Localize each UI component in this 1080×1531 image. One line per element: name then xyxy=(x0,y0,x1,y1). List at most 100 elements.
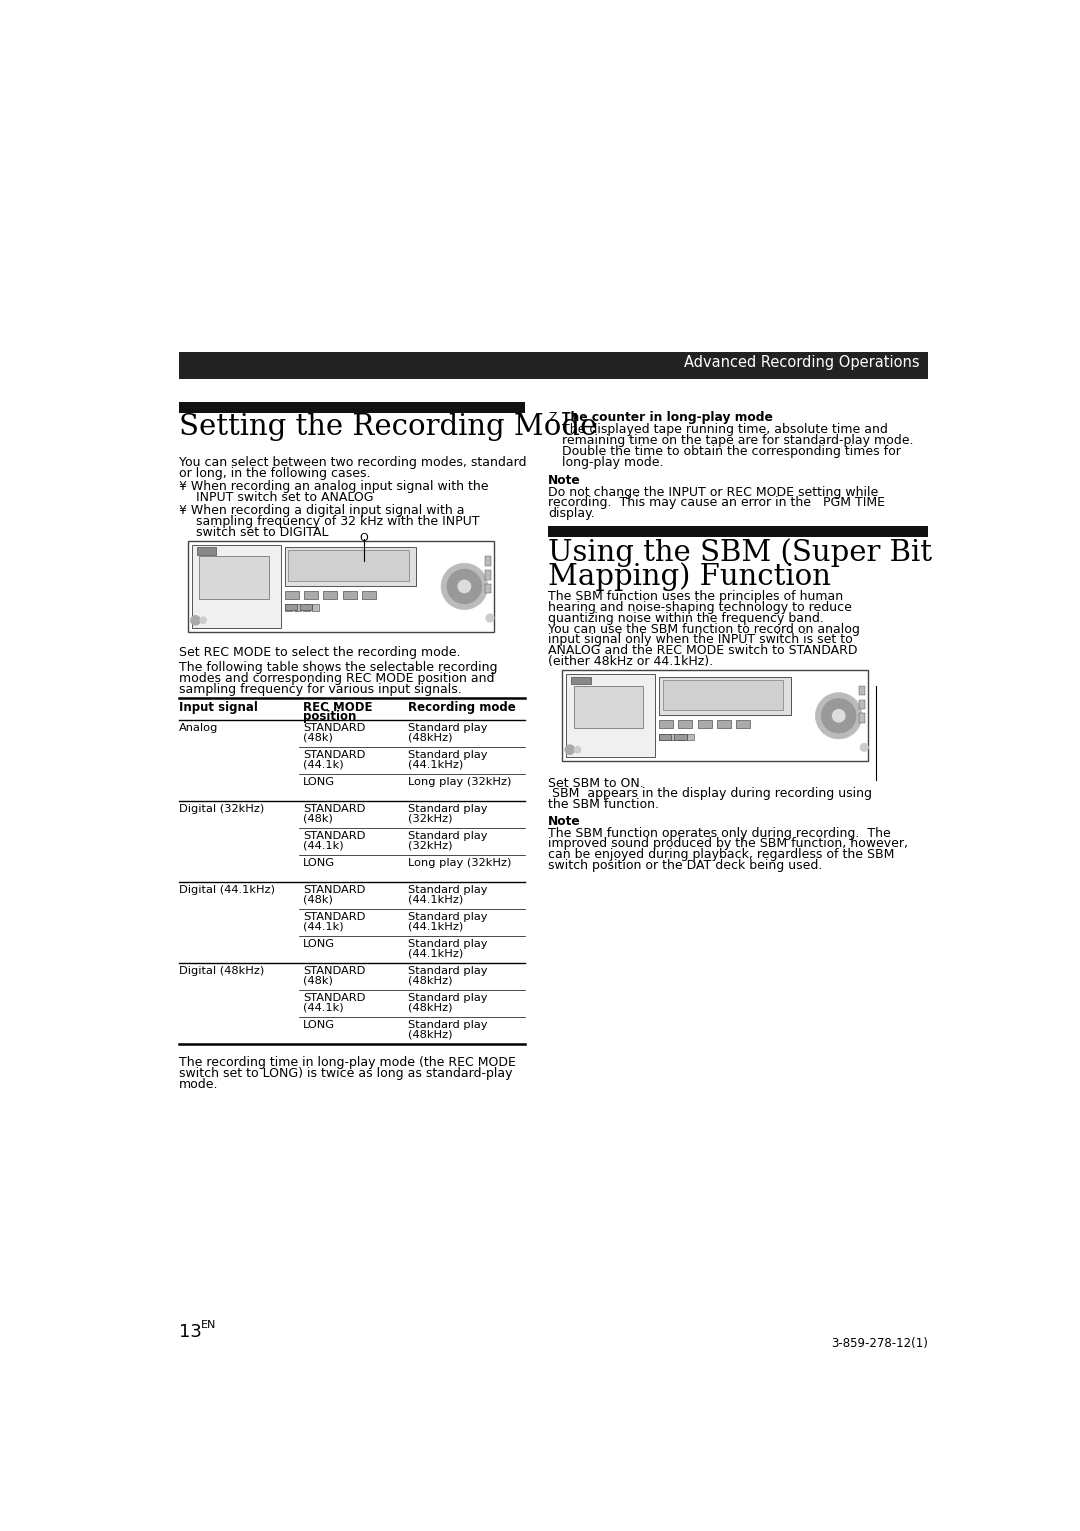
Circle shape xyxy=(200,617,206,623)
Text: long-play mode.: long-play mode. xyxy=(562,456,663,468)
Bar xyxy=(485,570,490,580)
Text: Using the SBM (Super Bit: Using the SBM (Super Bit xyxy=(548,537,932,566)
Text: Input signal: Input signal xyxy=(179,701,258,713)
Text: STANDARD: STANDARD xyxy=(303,966,365,977)
Text: Z: Z xyxy=(548,410,556,424)
Text: STANDARD: STANDARD xyxy=(303,804,365,814)
Bar xyxy=(562,671,868,761)
Text: Mapping) Function: Mapping) Function xyxy=(548,562,831,591)
Bar xyxy=(663,680,783,710)
Text: Analog: Analog xyxy=(179,724,218,733)
Text: improved sound produced by the SBM function, however,: improved sound produced by the SBM funct… xyxy=(548,837,908,850)
Bar xyxy=(197,547,216,554)
Text: The SBM function uses the principles of human: The SBM function uses the principles of … xyxy=(548,591,843,603)
Bar xyxy=(717,721,731,729)
Text: sampling frequency of 32 kHz with the INPUT: sampling frequency of 32 kHz with the IN… xyxy=(197,514,480,528)
Circle shape xyxy=(565,746,575,755)
Text: Standard play: Standard play xyxy=(408,831,487,842)
Text: sampling frequency for various input signals.: sampling frequency for various input sig… xyxy=(179,683,462,695)
Circle shape xyxy=(833,710,845,723)
Text: (48kHz): (48kHz) xyxy=(408,1003,453,1012)
Text: The recording time in long-play mode (the REC MODE: The recording time in long-play mode (th… xyxy=(179,1056,516,1069)
Bar xyxy=(362,591,376,599)
Text: Digital (44.1kHz): Digital (44.1kHz) xyxy=(179,885,275,896)
Bar xyxy=(485,585,490,594)
Circle shape xyxy=(861,744,868,752)
Text: can be enjoyed during playback, regardless of the SBM: can be enjoyed during playback, regardle… xyxy=(548,848,894,862)
Text: Standard play: Standard play xyxy=(408,724,487,733)
Text: Set REC MODE to select the recording mode.: Set REC MODE to select the recording mod… xyxy=(179,646,461,658)
Text: the SBM function.: the SBM function. xyxy=(548,798,659,811)
Bar xyxy=(303,591,318,599)
Text: 3-859-278-12(1): 3-859-278-12(1) xyxy=(831,1337,928,1350)
Text: or long, in the following cases.: or long, in the following cases. xyxy=(179,467,370,481)
Bar xyxy=(859,700,865,709)
Bar xyxy=(859,713,865,723)
Text: Do not change the INPUT or REC MODE setting while: Do not change the INPUT or REC MODE sett… xyxy=(548,485,878,499)
Text: (44.1kHz): (44.1kHz) xyxy=(408,922,463,931)
Bar xyxy=(669,733,675,741)
Text: Setting the Recording Mode: Setting the Recording Mode xyxy=(179,413,597,441)
Text: Standard play: Standard play xyxy=(408,804,487,814)
Text: (48k): (48k) xyxy=(303,733,333,743)
Text: Set SBM to ON.: Set SBM to ON. xyxy=(548,776,644,790)
Text: remaining time on the tape are for standard-play mode.: remaining time on the tape are for stand… xyxy=(562,433,914,447)
Text: position: position xyxy=(303,710,356,724)
Text: Standard play: Standard play xyxy=(408,912,487,922)
Text: hearing and noise-shaping technology to reduce: hearing and noise-shaping technology to … xyxy=(548,602,852,614)
Bar xyxy=(284,605,292,611)
Bar xyxy=(284,605,297,611)
Bar xyxy=(548,527,928,537)
Text: (32kHz): (32kHz) xyxy=(408,841,453,851)
Text: The displayed tape running time, absolute time and: The displayed tape running time, absolut… xyxy=(562,423,888,436)
Bar xyxy=(571,677,591,684)
Text: Standard play: Standard play xyxy=(408,1020,487,1030)
Text: (44.1k): (44.1k) xyxy=(303,841,343,851)
Text: LONG: LONG xyxy=(303,778,335,787)
Bar xyxy=(566,674,656,758)
Text: STANDARD: STANDARD xyxy=(303,750,365,761)
Text: STANDARD: STANDARD xyxy=(303,885,365,896)
Bar xyxy=(573,686,644,729)
Text: Standard play: Standard play xyxy=(408,885,487,896)
Text: STANDARD: STANDARD xyxy=(303,912,365,922)
Text: (44.1kHz): (44.1kHz) xyxy=(408,894,463,905)
Bar xyxy=(677,733,685,741)
Bar xyxy=(678,721,692,729)
Text: quantizing noise within the frequency band.: quantizing noise within the frequency ba… xyxy=(548,612,824,625)
Circle shape xyxy=(822,698,855,733)
Text: Double the time to obtain the corresponding times for: Double the time to obtain the correspond… xyxy=(562,444,901,458)
Text: STANDARD: STANDARD xyxy=(303,994,365,1003)
Text: ¥ When recording a digital input signal with a: ¥ When recording a digital input signal … xyxy=(179,504,464,517)
Text: (44.1kHz): (44.1kHz) xyxy=(408,759,463,770)
Text: Long play (32kHz): Long play (32kHz) xyxy=(408,778,511,787)
Bar xyxy=(859,686,865,695)
Text: You can use the SBM function to record on analog: You can use the SBM function to record o… xyxy=(548,623,860,635)
Text: The following table shows the selectable recording: The following table shows the selectable… xyxy=(179,661,498,674)
Bar xyxy=(312,605,320,611)
Text: ¥ When recording an analog input signal with the: ¥ When recording an analog input signal … xyxy=(179,481,488,493)
Text: Digital (32kHz): Digital (32kHz) xyxy=(179,804,265,814)
Text: Note: Note xyxy=(548,814,581,828)
Text: (48k): (48k) xyxy=(303,813,333,824)
Text: The counter in long-play mode: The counter in long-play mode xyxy=(562,410,773,424)
Bar xyxy=(342,591,356,599)
Bar xyxy=(687,733,693,741)
Text: (44.1k): (44.1k) xyxy=(303,1003,343,1012)
Text: Recording mode: Recording mode xyxy=(408,701,515,713)
Text: input signal only when the INPUT switch is set to: input signal only when the INPUT switch … xyxy=(548,634,853,646)
Text: Standard play: Standard play xyxy=(408,994,487,1003)
Text: ANALOG and the REC MODE switch to STANDARD: ANALOG and the REC MODE switch to STANDA… xyxy=(548,645,858,657)
Text: Advanced Recording Operations: Advanced Recording Operations xyxy=(685,355,920,371)
Bar xyxy=(188,540,494,632)
Text: Standard play: Standard play xyxy=(408,966,487,977)
Bar xyxy=(300,605,312,611)
Text: switch set to DIGITAL: switch set to DIGITAL xyxy=(197,525,328,539)
Text: modes and corresponding REC MODE position and: modes and corresponding REC MODE positio… xyxy=(179,672,495,684)
Bar xyxy=(179,352,928,380)
Circle shape xyxy=(191,615,200,625)
Circle shape xyxy=(447,570,482,603)
Bar xyxy=(284,591,298,599)
Text: display.: display. xyxy=(548,507,595,521)
Text: (44.1k): (44.1k) xyxy=(303,922,343,931)
